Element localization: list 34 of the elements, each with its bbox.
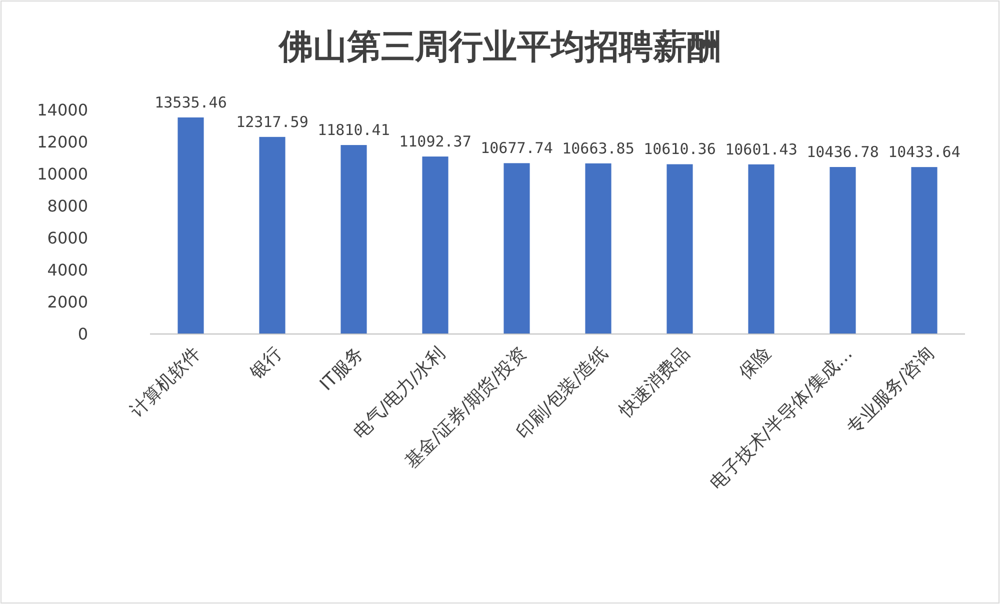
data-label: 10610.36 (644, 140, 716, 158)
data-label: 11810.41 (318, 121, 390, 140)
data-label: 11092.37 (399, 132, 472, 151)
y-tick-label: 6000 (47, 228, 88, 248)
data-label: 10436.78 (806, 143, 879, 162)
bar (178, 117, 204, 334)
bar (830, 167, 856, 334)
y-tick-label: 14000 (37, 100, 88, 120)
bar (340, 145, 367, 334)
bar (666, 164, 693, 334)
x-tick-label: 银行 (245, 343, 286, 384)
bar (504, 163, 530, 334)
y-tick-label: 2000 (47, 292, 88, 312)
data-label: 12317.59 (236, 112, 308, 131)
data-label: 10677.74 (480, 139, 553, 158)
bar (422, 156, 448, 334)
data-label: 10663.85 (562, 139, 634, 158)
data-label: 10601.43 (725, 140, 798, 158)
chart-title: 佛山第三周行业平均招聘薪酬 (278, 27, 721, 67)
bar (911, 167, 938, 334)
data-label: 13535.46 (154, 93, 227, 112)
x-tick-label: IT服务 (316, 343, 368, 395)
bar (748, 164, 774, 334)
y-tick-label: 10000 (37, 164, 88, 184)
y-tick-label: 0 (78, 324, 88, 344)
x-tick-label: 保险 (734, 343, 776, 384)
y-tick-label: 4000 (47, 260, 88, 280)
bar (259, 136, 286, 334)
x-tick-label: 快速消费品 (614, 343, 694, 422)
x-tick-label: 计算机软件 (126, 343, 205, 422)
y-tick-label: 12000 (37, 132, 88, 152)
data-label: 10433.64 (888, 143, 960, 162)
bar (585, 163, 612, 334)
y-tick-label: 8000 (47, 196, 88, 216)
